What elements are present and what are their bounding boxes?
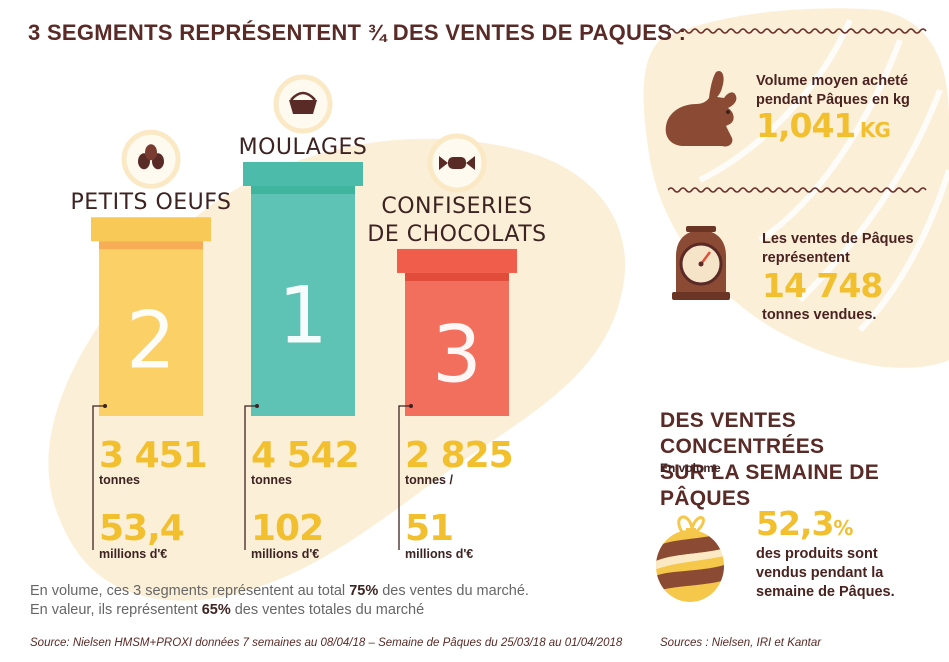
category-label-3: DE CHOCOLATS [367, 222, 546, 247]
category-label-3: CONFISERIES [381, 194, 532, 219]
bar-cap-stripe-2 [251, 186, 355, 194]
candy-icon [448, 156, 466, 169]
volume-unit-1: tonnes [99, 473, 140, 487]
bar-cap-stripe-3 [405, 272, 509, 281]
stat1-value: 1,041 KG [756, 106, 891, 145]
value-bracket-2 [244, 405, 257, 550]
value-bracket-dot-3 [409, 404, 413, 408]
bar-3 [405, 272, 509, 416]
bar-rank-2: 1 [278, 272, 328, 362]
bar-2 [251, 186, 355, 416]
volume-unit-3: tonnes / [405, 473, 453, 487]
bar-1 [99, 241, 203, 416]
wavy-divider-middle [668, 187, 927, 193]
value-unit-1: millions d'€ [99, 547, 167, 561]
footnote-line-1: En volume, ces 3 segments représentent a… [30, 583, 529, 599]
bar-cap-stripe-1 [99, 241, 203, 250]
volume-unit-2: tonnes [251, 473, 292, 487]
volume-value-3: 2 825 [405, 435, 513, 476]
value-bracket-1 [92, 405, 105, 550]
footnote: En volume, ces 3 segments représentent a… [30, 582, 529, 620]
value-value-2: 102 [251, 508, 323, 549]
source-right: Sources : Nielsen, IRI et Kantar [660, 637, 822, 649]
footnote-line-2: En valeur, ils représentent 65% des vent… [30, 602, 425, 618]
stat3-text: des produits sont vendus pendant la sema… [756, 546, 895, 600]
basket-icon [290, 91, 316, 101]
value-bracket-dot-1 [103, 404, 107, 408]
bar-cap-2 [243, 162, 363, 186]
stat1-text: Volume moyen acheté pendant Pâques en kg [756, 73, 910, 108]
bar-cap-3 [397, 248, 517, 273]
bar-rank-1: 2 [126, 296, 176, 386]
eggs-icon [145, 144, 157, 161]
stat2-value: 14 748 [762, 266, 883, 305]
scale-icon [672, 226, 730, 300]
value-bracket-3 [398, 405, 411, 550]
stat3-value: 52,3% [756, 504, 853, 543]
rabbit-icon [665, 70, 737, 147]
value-value-3: 51 [405, 508, 453, 549]
category-label-2: MOULAGES [239, 135, 368, 160]
value-bracket-dot-2 [255, 404, 259, 408]
category-label-1: PETITS OEUFS [70, 190, 231, 215]
volume-value-2: 4 542 [251, 435, 359, 476]
main-title: 3 SEGMENTS REPRÉSENTENT ¾ DES VENTES DE … [28, 20, 687, 45]
stat2-unit-text: tonnes vendues. [762, 307, 877, 323]
stat2-text: Les ventes de Pâques représentent [762, 231, 914, 266]
bar-rank-3: 3 [432, 311, 482, 401]
candy-icon [466, 155, 475, 170]
easter-egg-icon [656, 515, 724, 602]
section-subtitle: En volume [660, 461, 721, 475]
wavy-divider-top [668, 28, 927, 34]
value-value-1: 53,4 [99, 508, 184, 549]
basket-icon [289, 100, 317, 114]
source-left: Source: Nielsen HMSM+PROXI données 7 sem… [30, 637, 623, 649]
candy-icon [439, 155, 448, 170]
bar-cap-1 [91, 217, 211, 242]
value-unit-2: millions d'€ [251, 547, 319, 561]
volume-value-1: 3 451 [99, 435, 207, 476]
section-title: DES VENTES CONCENTRÉES SUR LA SEMAINE DE… [660, 409, 880, 510]
value-unit-3: millions d'€ [405, 547, 473, 561]
